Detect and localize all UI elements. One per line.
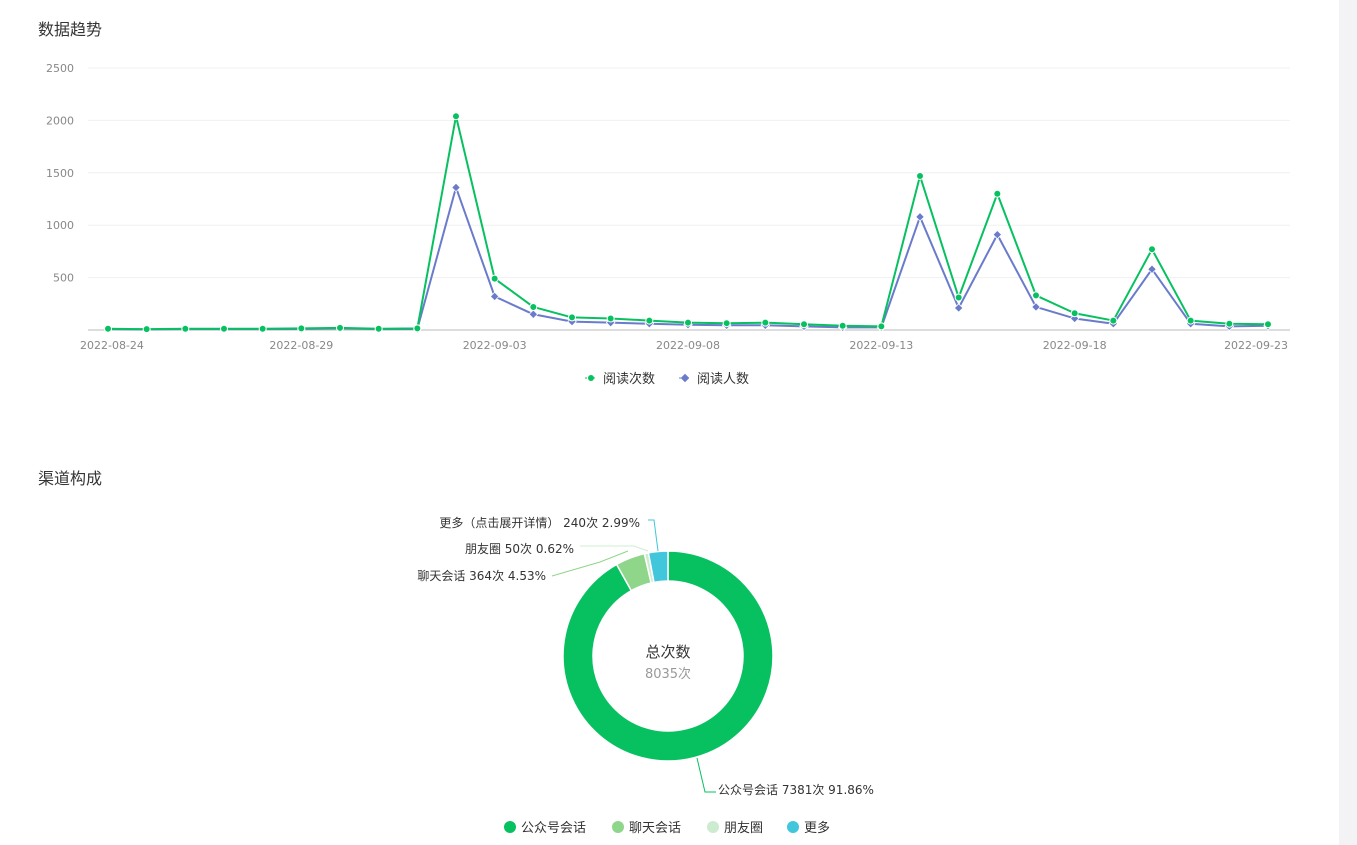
- donut-legend: 公众号会话 聊天会话 朋友圈 更多: [504, 820, 830, 836]
- legend-marker: [787, 821, 799, 833]
- legend-item[interactable]: 聊天会话: [629, 821, 681, 836]
- data-point[interactable]: [529, 302, 538, 311]
- donut-slice[interactable]: [562, 550, 774, 762]
- y-tick-label: 1500: [46, 167, 74, 180]
- y-tick-label: 2500: [46, 62, 74, 75]
- data-point[interactable]: [374, 324, 383, 333]
- data-point[interactable]: [1109, 316, 1118, 325]
- legend-marker-reads: [588, 375, 594, 381]
- y-tick-label: 500: [53, 272, 74, 285]
- label-leader-line: [696, 757, 716, 793]
- x-tick-label: 2022-08-24: [80, 339, 144, 352]
- data-point[interactable]: [645, 316, 654, 325]
- data-point[interactable]: [413, 324, 422, 333]
- x-tick-label: 2022-09-23: [1224, 339, 1288, 352]
- scrollbar-track[interactable]: [1339, 0, 1357, 845]
- slice-label: 公众号会话 7381次 91.86%: [718, 783, 874, 797]
- x-tick-label: 2022-09-08: [656, 339, 720, 352]
- data-point[interactable]: [1032, 291, 1040, 300]
- data-point[interactable]: [489, 291, 500, 302]
- label-leader-line: [648, 519, 659, 552]
- x-tick-label: 2022-09-18: [1043, 339, 1107, 352]
- channel-section-title: 渠道构成: [38, 469, 103, 488]
- data-point[interactable]: [568, 313, 576, 322]
- y-tick-label: 1000: [46, 219, 74, 232]
- data-point[interactable]: [452, 112, 460, 121]
- data-point[interactable]: [722, 319, 731, 328]
- data-point[interactable]: [1186, 316, 1195, 325]
- slice-label: 聊天会话 364次 4.53%: [417, 569, 546, 583]
- trend-line-chart: 500 1000 1500 2000 2500 2022-08-24 2022-08-29 2…: [46, 62, 1290, 387]
- data-point[interactable]: [953, 303, 964, 313]
- data-point[interactable]: [915, 212, 925, 222]
- legend-marker: [707, 821, 719, 833]
- data-point[interactable]: [800, 320, 808, 329]
- slice-label: 朋友圈 50次 0.62%: [465, 542, 574, 556]
- legend-marker: [504, 821, 516, 833]
- x-tick-label: 2022-09-03: [463, 339, 527, 352]
- data-point[interactable]: [1148, 245, 1156, 254]
- legend-marker: [612, 821, 624, 833]
- data-point[interactable]: [916, 171, 924, 180]
- data-point[interactable]: [104, 324, 112, 333]
- data-point[interactable]: [954, 293, 963, 302]
- trend-section-title: 数据趋势: [38, 20, 103, 39]
- data-point[interactable]: [992, 229, 1003, 240]
- x-tick-label: 2022-08-29: [269, 339, 333, 352]
- data-point[interactable]: [181, 324, 190, 333]
- data-point[interactable]: [528, 309, 539, 320]
- line-legend: 阅读次数 阅读人数: [585, 371, 749, 387]
- data-point[interactable]: [1031, 302, 1041, 312]
- donut-center-title: 总次数: [645, 643, 690, 661]
- label-leader-line: [551, 550, 629, 577]
- legend-label-reads[interactable]: 阅读次数: [603, 371, 655, 387]
- data-point[interactable]: [336, 323, 344, 332]
- data-point[interactable]: [1147, 264, 1157, 275]
- y-tick-label: 2000: [46, 114, 74, 127]
- legend-label-readers[interactable]: 阅读人数: [697, 372, 749, 387]
- data-point[interactable]: [761, 318, 770, 327]
- data-point[interactable]: [1264, 320, 1272, 329]
- donut-center-value: 8035次: [645, 666, 691, 682]
- data-point[interactable]: [142, 325, 151, 334]
- label-leader-line: [580, 545, 649, 552]
- legend-item[interactable]: 公众号会话: [521, 821, 586, 836]
- data-point[interactable]: [451, 182, 461, 193]
- data-point[interactable]: [1070, 309, 1079, 318]
- data-point[interactable]: [877, 322, 886, 331]
- x-tick-label: 2022-09-13: [849, 339, 913, 352]
- legend-marker-readers: [680, 373, 690, 383]
- donut-slice[interactable]: [647, 550, 669, 584]
- data-point[interactable]: [838, 321, 847, 330]
- legend-item[interactable]: 更多: [804, 820, 830, 836]
- data-point[interactable]: [258, 324, 267, 333]
- legend-item[interactable]: 朋友圈: [724, 820, 763, 836]
- data-point[interactable]: [606, 314, 615, 323]
- slice-label: 更多（点击展开详情） 240次 2.99%: [439, 515, 640, 530]
- data-point[interactable]: [297, 324, 306, 333]
- data-point[interactable]: [490, 274, 499, 283]
- data-point[interactable]: [1225, 319, 1234, 328]
- data-point[interactable]: [220, 324, 228, 333]
- data-point[interactable]: [993, 189, 1002, 198]
- data-point[interactable]: [684, 318, 692, 327]
